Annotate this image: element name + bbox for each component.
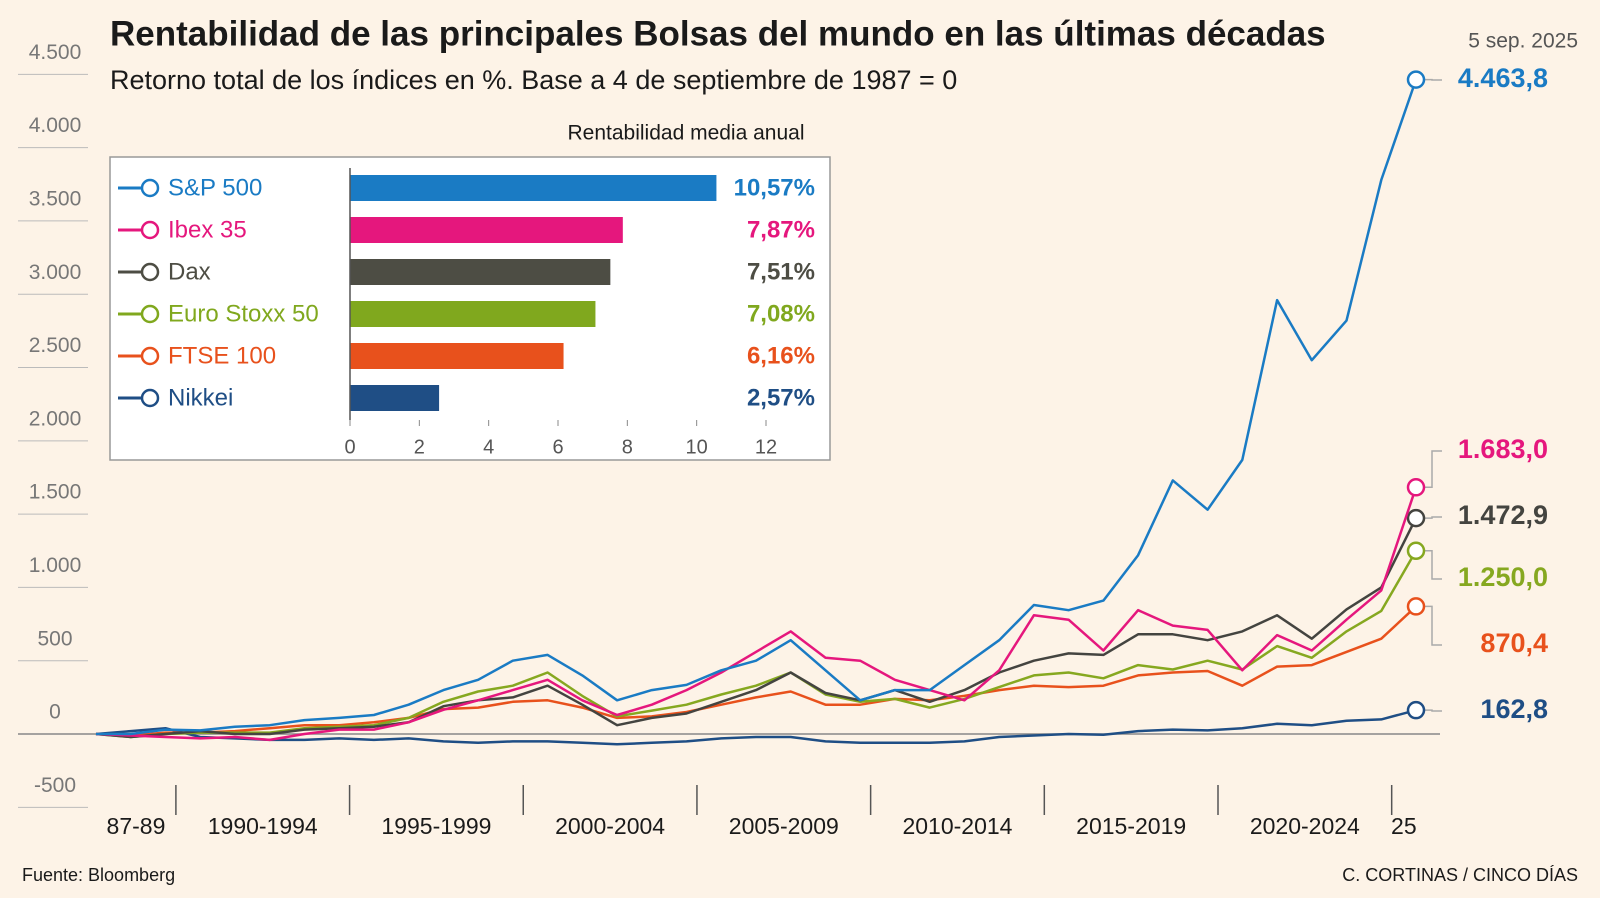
end-label: 162,8 bbox=[1480, 694, 1548, 724]
leader-line bbox=[1425, 550, 1442, 580]
category-label: Ibex 35 bbox=[168, 216, 247, 243]
y-tick-label: 4.500 bbox=[29, 41, 82, 64]
value-label: 2,57% bbox=[747, 384, 815, 411]
x-tick-label: 1995-1999 bbox=[381, 813, 491, 839]
end-marker bbox=[1406, 700, 1426, 720]
x-tick-label: 2005-2009 bbox=[729, 813, 839, 839]
legend-marker bbox=[140, 220, 160, 240]
x-tick-label: 2010-2014 bbox=[902, 813, 1012, 839]
x-tick-label: 10 bbox=[686, 436, 708, 458]
value-label: 7,51% bbox=[747, 258, 815, 285]
value-label: 10,57% bbox=[734, 174, 815, 201]
legend-marker bbox=[140, 388, 160, 408]
leader-line bbox=[1425, 605, 1442, 646]
category-label: Euro Stoxx 50 bbox=[168, 300, 319, 327]
bar bbox=[350, 175, 717, 201]
chart-subtitle: Retorno total de los índices en %. Base … bbox=[110, 65, 957, 95]
x-tick-label: 0 bbox=[344, 436, 355, 458]
category-label: Dax bbox=[168, 258, 211, 285]
legend-marker bbox=[140, 178, 160, 198]
category-label: Nikkei bbox=[168, 384, 233, 411]
category-label: S&P 500 bbox=[168, 174, 262, 201]
y-tick-label: 3.000 bbox=[29, 261, 82, 284]
chart-title: Rentabilidad de las principales Bolsas d… bbox=[110, 14, 1326, 53]
y-tick-label: 2.000 bbox=[29, 407, 82, 430]
end-marker bbox=[1406, 508, 1426, 528]
series-line bbox=[95, 486, 1418, 742]
x-tick-label: 2 bbox=[414, 436, 425, 458]
x-tick-label: 25 bbox=[1391, 813, 1417, 839]
end-marker bbox=[1406, 541, 1426, 561]
series-line bbox=[95, 517, 1418, 739]
end-marker bbox=[1406, 478, 1426, 497]
series-line bbox=[95, 550, 1418, 739]
y-tick-label: 500 bbox=[37, 627, 72, 650]
bar bbox=[350, 301, 596, 327]
x-tick-label: 1990-1994 bbox=[208, 813, 318, 839]
bar bbox=[350, 385, 440, 411]
x-tick-label: 6 bbox=[552, 436, 563, 458]
value-label: 7,08% bbox=[747, 300, 815, 327]
end-label: 1.472,9 bbox=[1458, 500, 1548, 530]
end-label: 870,4 bbox=[1480, 628, 1548, 658]
series-line bbox=[95, 708, 1417, 746]
y-tick-label: 0 bbox=[49, 701, 61, 724]
legend-marker bbox=[140, 346, 160, 366]
end-label: 1.683,0 bbox=[1458, 434, 1548, 464]
y-tick-label: -500 bbox=[34, 774, 76, 797]
x-tick-label: 4 bbox=[483, 436, 494, 458]
series-line bbox=[95, 605, 1417, 737]
end-label: 1.250,0 bbox=[1458, 562, 1548, 592]
leader-line bbox=[1425, 516, 1442, 519]
y-tick-label: 4.000 bbox=[29, 114, 82, 137]
inset-title: Rentabilidad media anual bbox=[568, 122, 805, 145]
y-tick-label: 3.500 bbox=[29, 187, 82, 210]
bar bbox=[350, 343, 564, 369]
x-tick-label: 12 bbox=[755, 436, 777, 458]
leader-line bbox=[1425, 709, 1442, 712]
x-tick-label: 87-89 bbox=[107, 813, 166, 839]
bar bbox=[350, 217, 623, 243]
x-tick-label: 2020-2024 bbox=[1250, 813, 1360, 839]
end-marker bbox=[1406, 597, 1426, 616]
source: Fuente: Bloomberg bbox=[22, 865, 175, 885]
legend-marker bbox=[140, 304, 160, 324]
date: 5 sep. 2025 bbox=[1468, 30, 1578, 53]
y-tick-label: 1.000 bbox=[29, 554, 82, 577]
y-tick-label: 1.500 bbox=[29, 481, 82, 504]
bar bbox=[350, 259, 611, 285]
category-label: FTSE 100 bbox=[168, 342, 276, 369]
x-tick-label: 8 bbox=[622, 436, 633, 458]
x-tick-label: 2015-2019 bbox=[1076, 813, 1186, 839]
value-label: 7,87% bbox=[747, 216, 815, 243]
legend-marker bbox=[140, 262, 160, 282]
x-tick-label: 2000-2004 bbox=[555, 813, 665, 839]
end-marker bbox=[1406, 70, 1426, 89]
series-line bbox=[96, 79, 1418, 736]
value-label: 6,16% bbox=[747, 342, 815, 369]
leader-line bbox=[1425, 450, 1442, 489]
credit: C. CORTINAS / CINCO DÍAS bbox=[1342, 865, 1578, 885]
y-tick-label: 2.500 bbox=[29, 334, 82, 357]
end-label: 4.463,8 bbox=[1458, 63, 1548, 93]
